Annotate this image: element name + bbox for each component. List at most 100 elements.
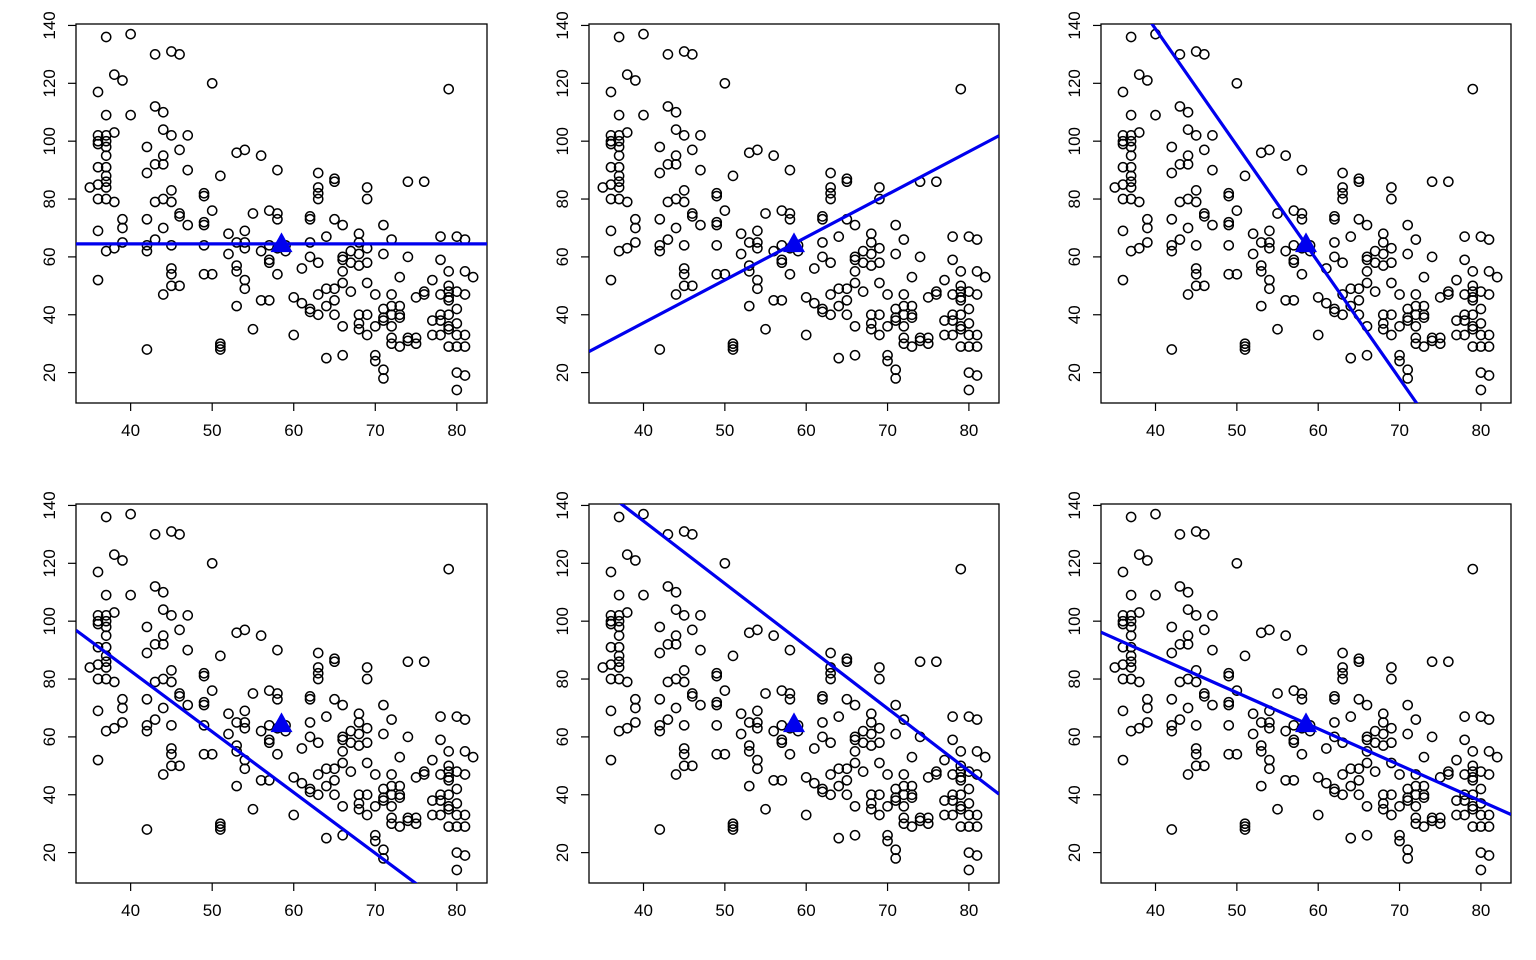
data-point [1296,693,1308,705]
data-point [1272,688,1283,699]
y-tick-label: 100 [553,127,572,155]
x-tick-label: 40 [1146,421,1165,440]
data-point [1223,699,1235,711]
data-point [1377,237,1389,248]
y-tick-label: 40 [1065,785,1084,804]
data-point [255,774,267,786]
data-point [288,329,300,341]
data-point [662,581,674,592]
data-point [1418,341,1430,352]
data-point [1142,693,1153,705]
data-point [678,610,690,621]
data-point [1190,280,1202,292]
data-point [817,211,828,222]
data-point [1247,708,1259,720]
data-point [1353,283,1365,295]
data-point [971,850,983,861]
data-point [1207,130,1218,141]
data-point [263,294,275,306]
x-tick-label: 50 [1227,901,1246,920]
data-point [443,280,455,292]
data-point [711,268,723,280]
data-point [1182,604,1194,615]
x-tick-label: 40 [1146,901,1165,920]
data-point [312,167,324,179]
data-point [198,190,210,202]
data-point [157,586,169,598]
data-point [214,338,226,350]
data-point [1329,213,1340,225]
data-point [630,702,641,714]
data-point [231,260,242,271]
data-point [686,691,698,702]
data-point [369,320,381,332]
data-point [1272,323,1283,335]
data-point [711,187,723,199]
y-tick-label: 60 [1065,727,1084,746]
data-point [1353,176,1365,188]
data-point [605,705,617,717]
data-point [1467,774,1479,786]
data-point [849,800,861,812]
data-point [459,329,471,341]
data-point [1426,812,1438,824]
data-point [971,821,983,832]
data-point [963,329,975,341]
data-point [402,731,414,743]
data-point [955,821,967,832]
data-point [1288,774,1300,786]
data-point [92,86,104,98]
data-point [621,722,633,734]
data-point [386,289,397,300]
data-point [1247,728,1259,740]
data-point [1394,355,1405,367]
data-point [435,795,446,806]
data-point [296,297,308,309]
data-point [865,708,877,720]
data-point [1353,763,1365,775]
y-tick-label: 60 [1065,247,1084,266]
data-point [1207,164,1218,176]
data-point [198,719,210,731]
data-point [435,809,446,821]
data-point [1369,766,1381,777]
data-point [1459,254,1470,266]
data-point [1459,711,1470,722]
data-point [825,257,836,269]
data-point [92,641,104,653]
data-point [890,315,902,326]
data-point [1174,638,1186,650]
data-point [1410,714,1422,725]
data-point [727,341,739,352]
data-point [337,757,349,769]
data-point [1467,760,1479,772]
data-point [329,789,340,801]
data-point [361,722,373,734]
data-point [1329,783,1340,795]
plot-frame [75,503,488,884]
data-point [1174,714,1186,725]
data-point [1394,349,1405,361]
data-point [92,754,104,766]
data-point [166,263,177,274]
data-point [955,789,967,801]
data-point [141,167,153,179]
data-point [206,557,218,569]
data-point [1190,743,1202,754]
data-point [1451,315,1462,326]
data-point [1182,150,1194,161]
data-point [214,170,226,182]
data-point [1443,289,1454,300]
data-point [654,725,666,737]
data-point [931,769,942,780]
data-point [1198,280,1210,292]
data-point [727,338,739,350]
data-point [378,219,389,231]
y-tick-label: 80 [40,670,59,689]
data-point [833,231,845,242]
data-point [1288,254,1300,266]
data-point [630,693,641,705]
data-point [443,341,455,352]
data-point [931,286,942,297]
data-point [223,228,234,240]
